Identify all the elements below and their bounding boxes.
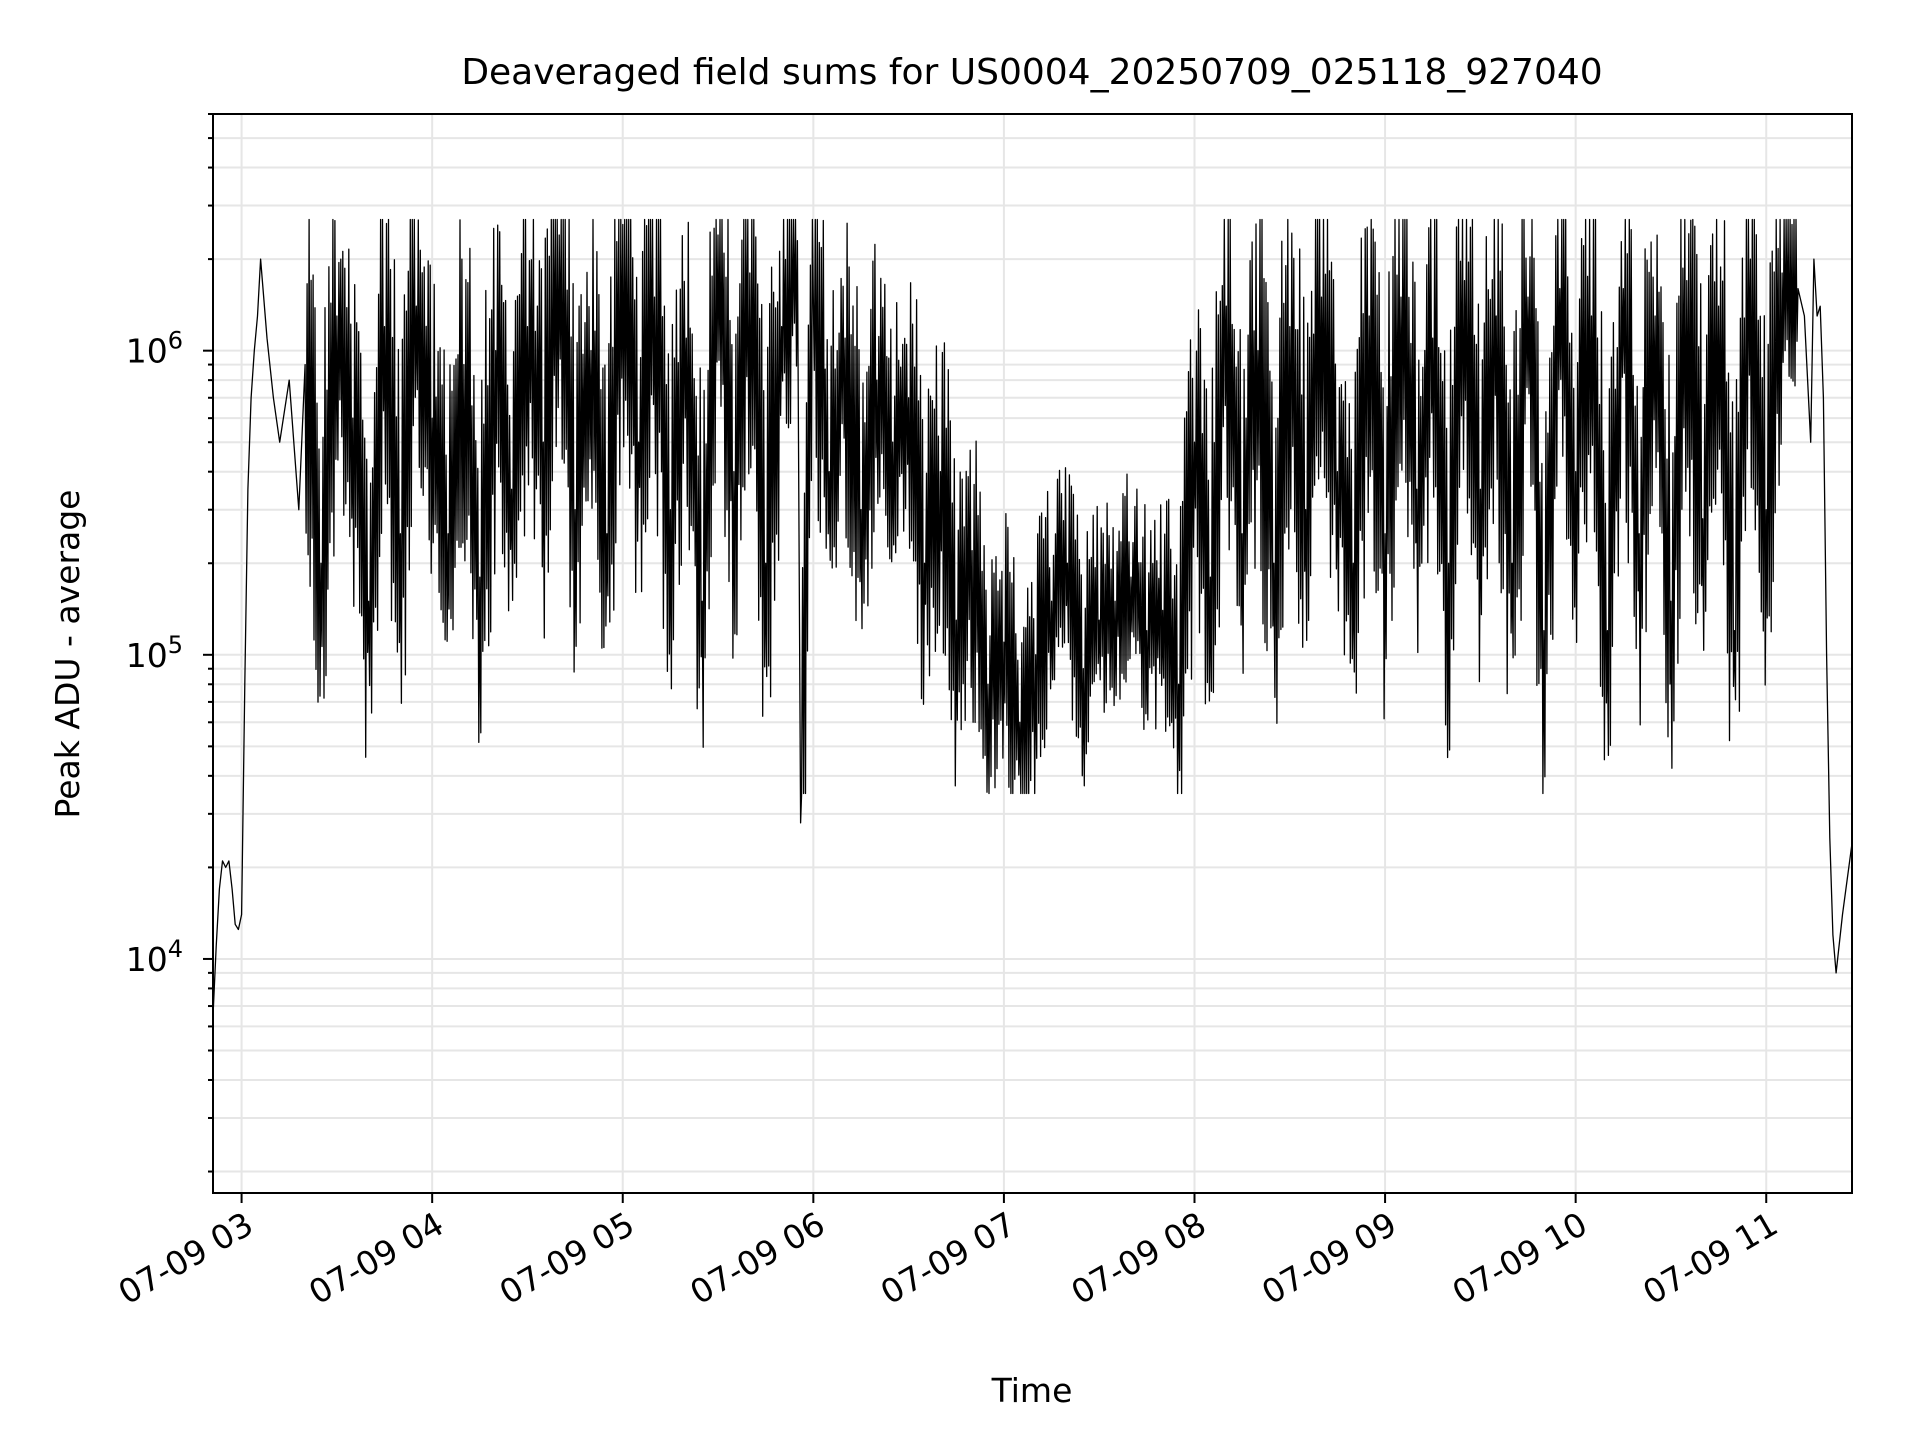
x-axis-label: Time: [991, 1371, 1073, 1410]
series-layer: [212, 218, 1853, 1016]
chart-title: Deaveraged field sums for US0004_2025070…: [461, 52, 1602, 93]
y-tick-label: 104: [126, 935, 183, 979]
plot-area-frame: [212, 113, 1853, 1194]
y-tick-label: 106: [126, 327, 183, 371]
y-axis-label: Peak ADU - average: [48, 490, 87, 819]
y-tick-label: 105: [126, 631, 183, 675]
y-tick-labels: 104 105 106: [126, 327, 183, 979]
series-line: [212, 218, 1853, 1016]
